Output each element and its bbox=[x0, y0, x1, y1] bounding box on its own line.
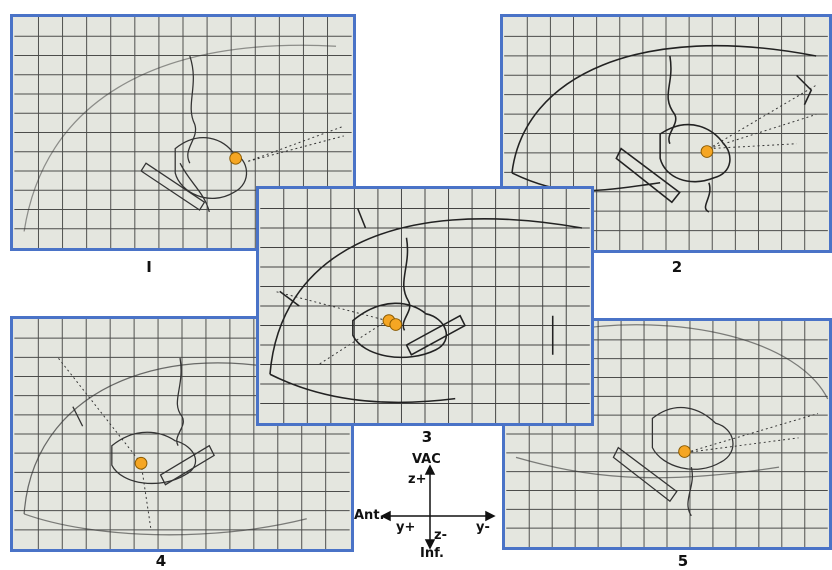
skull-outline bbox=[564, 324, 829, 400]
z-plus-label: z+ bbox=[408, 472, 427, 487]
y-minus-label: y- bbox=[476, 520, 490, 535]
thalamus-outline bbox=[174, 137, 248, 199]
atlas-sketch-1 bbox=[14, 17, 352, 248]
axis-arrows bbox=[380, 464, 496, 550]
y-right-arrowhead bbox=[485, 510, 496, 522]
z-up-arrowhead bbox=[424, 464, 436, 475]
figure-label-1: I bbox=[146, 258, 152, 276]
figure-label-3: 3 bbox=[421, 428, 433, 446]
target-marker bbox=[134, 456, 148, 470]
z-minus-label: z- bbox=[434, 528, 447, 543]
skull-outline bbox=[511, 44, 817, 174]
vac-label: VAC bbox=[412, 452, 441, 467]
atlas-sketch-3 bbox=[260, 189, 590, 423]
y-plus-label: y+ bbox=[396, 520, 416, 535]
nucleus-outline bbox=[140, 162, 206, 211]
ventricle-outline bbox=[187, 55, 197, 164]
figure-label-5: 5 bbox=[677, 552, 689, 570]
skull-outline bbox=[23, 44, 337, 232]
target-marker bbox=[229, 151, 242, 165]
target-marker bbox=[678, 445, 691, 458]
skull-outline bbox=[269, 218, 583, 375]
atlas-sketch-4 bbox=[14, 319, 350, 549]
atlas-panel-1 bbox=[10, 14, 356, 251]
ventricle-outline bbox=[176, 357, 184, 447]
atlas-panel-5 bbox=[502, 318, 832, 550]
nucleus-outline bbox=[405, 314, 467, 356]
atlas-sketch-2 bbox=[504, 17, 828, 250]
target-marker bbox=[700, 145, 714, 158]
atlas-panel-3 bbox=[256, 186, 594, 426]
grid-lines bbox=[260, 189, 590, 423]
ventricle-outline bbox=[402, 237, 411, 331]
grid-lines bbox=[504, 17, 828, 250]
grid-lines bbox=[14, 319, 350, 549]
ventricle-outline bbox=[667, 55, 677, 145]
thalamus-outline bbox=[111, 431, 197, 485]
thalamus-outline bbox=[659, 123, 731, 183]
target-marker bbox=[389, 318, 403, 331]
y-left-arrowhead bbox=[380, 510, 391, 522]
nucleus-outline bbox=[615, 147, 681, 204]
z-down-arrowhead bbox=[424, 539, 436, 550]
nucleus-outline bbox=[159, 444, 215, 486]
thalamus-outline bbox=[352, 302, 447, 359]
inferior-label: Inf. bbox=[420, 546, 444, 561]
thalamus-outline bbox=[651, 406, 734, 470]
grid-lines bbox=[14, 17, 352, 248]
anterior-label: Ant. bbox=[354, 508, 385, 523]
figure-label-4: 4 bbox=[155, 552, 167, 570]
figure-label-2: 2 bbox=[671, 258, 683, 276]
nucleus-outline bbox=[612, 446, 678, 503]
